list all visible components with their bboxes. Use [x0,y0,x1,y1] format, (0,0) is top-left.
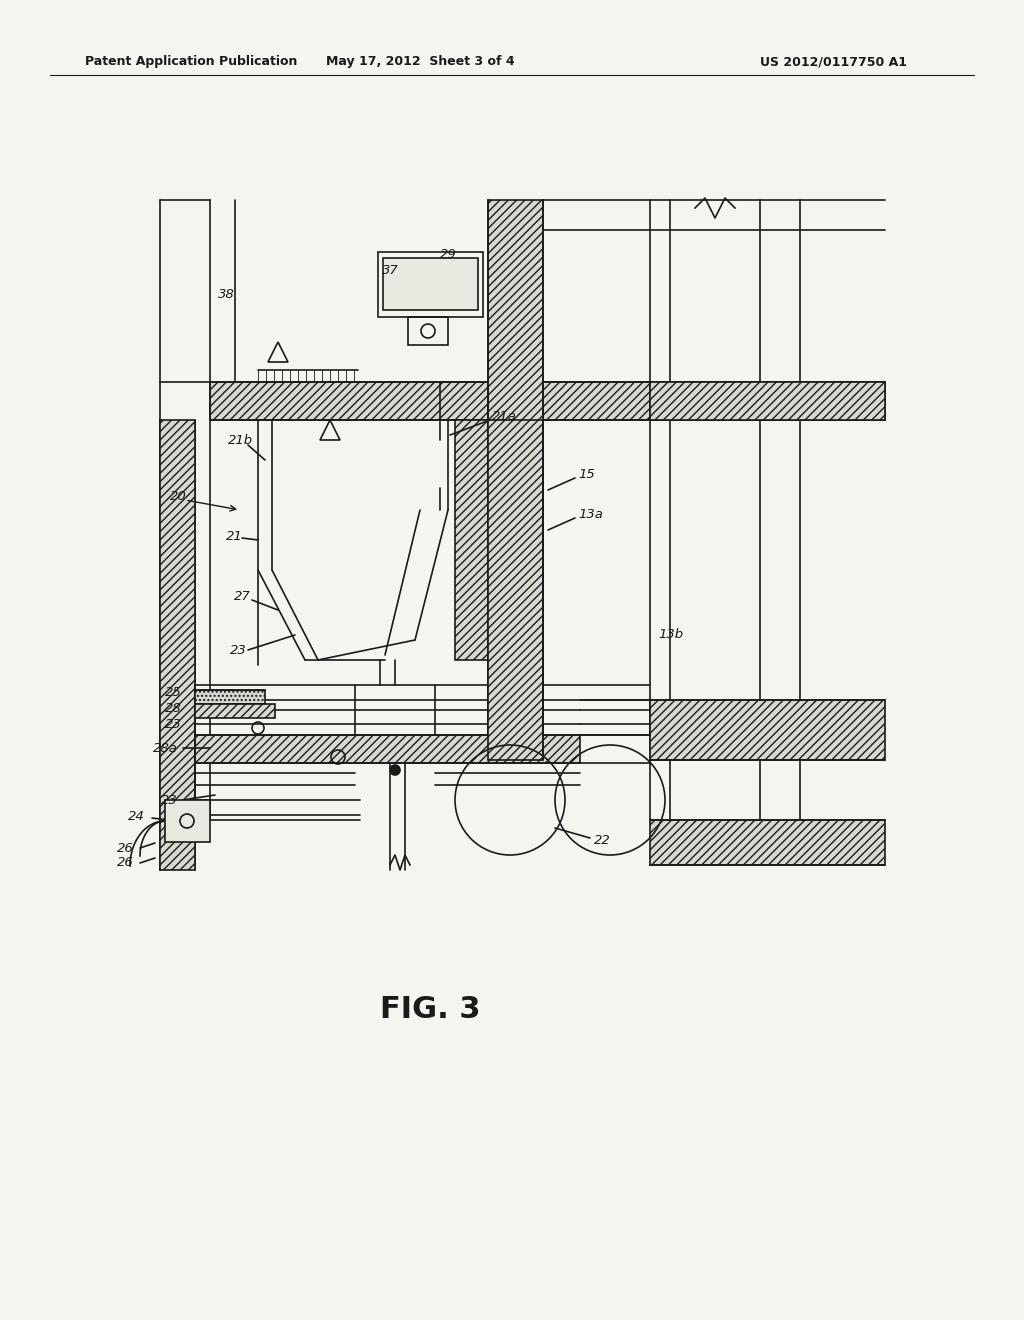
Bar [160,420,195,870]
Text: 13b: 13b [658,628,683,642]
Text: 23: 23 [161,793,178,807]
Bar [488,201,543,760]
Text: 23: 23 [165,718,182,731]
Text: 23: 23 [230,644,247,656]
Bar [165,800,210,842]
Bar [195,690,265,704]
Bar [195,704,275,718]
Text: 21b: 21b [228,434,253,447]
Bar [665,381,885,420]
Bar [455,420,488,660]
Bar [195,735,580,763]
Text: 37: 37 [382,264,398,276]
Text: 28a: 28a [154,742,178,755]
Bar [378,252,483,317]
Bar [650,381,885,420]
Text: 21a: 21a [492,409,517,422]
Bar [383,257,478,310]
Text: US 2012/0117750 A1: US 2012/0117750 A1 [760,55,907,69]
Text: 28: 28 [165,702,182,715]
Text: 38: 38 [218,289,234,301]
Text: May 17, 2012  Sheet 3 of 4: May 17, 2012 Sheet 3 of 4 [326,55,514,69]
Bar [210,381,665,420]
Text: 13a: 13a [578,508,603,521]
Text: 24: 24 [128,809,145,822]
Text: 25: 25 [165,686,182,700]
Text: 22: 22 [594,833,610,846]
Text: 20: 20 [170,491,186,503]
Circle shape [390,766,400,775]
Bar [408,317,449,345]
Text: FIG. 3: FIG. 3 [380,995,480,1024]
Bar [488,420,543,760]
Bar [650,700,885,760]
Text: 27: 27 [234,590,251,603]
Text: 15: 15 [578,469,595,482]
Text: 26: 26 [118,857,134,870]
Bar [650,820,885,865]
Text: 21: 21 [226,529,243,543]
Text: Patent Application Publication: Patent Application Publication [85,55,297,69]
Text: 29: 29 [440,248,457,261]
Text: 26: 26 [118,842,134,854]
